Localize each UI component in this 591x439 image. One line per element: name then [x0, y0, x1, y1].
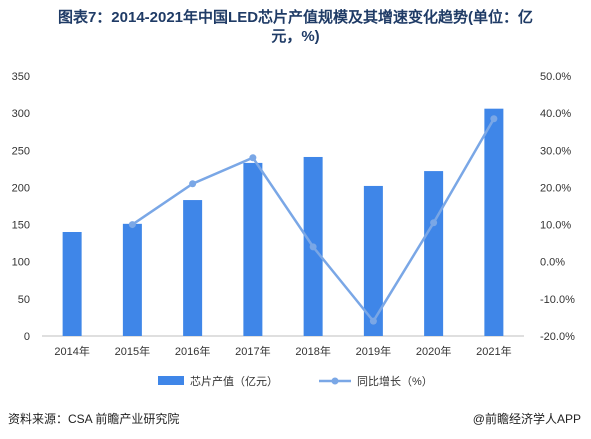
bar [484, 108, 504, 336]
growth-point [128, 221, 136, 229]
y-right-tick-label: 20.0% [540, 182, 571, 194]
legend-line-label: 同比增长（%） [357, 374, 433, 388]
bar [424, 171, 444, 336]
y-right-tick-label: -20.0% [540, 331, 575, 343]
legend-line-marker [331, 377, 339, 385]
bar [183, 200, 203, 336]
y-left-tick-label: 300 [12, 108, 30, 120]
y-left-tick-label: 150 [12, 220, 30, 232]
bar [122, 223, 142, 336]
y-right-tick-label: 30.0% [540, 145, 571, 157]
y-left-tick-label: 200 [12, 182, 30, 194]
y-right-tick-label: -10.0% [540, 294, 575, 306]
legend-bar-label: 芯片产值（亿元） [190, 374, 278, 388]
growth-point [309, 243, 317, 251]
x-tick-label: 2018年 [295, 344, 330, 358]
bar [243, 162, 263, 336]
chart-title: 图表7：2014-2021年中国LED芯片产值规模及其增速变化趋势(单位：亿 元… [0, 8, 591, 46]
growth-point [490, 115, 498, 123]
chart-title-line2: 元，%) [271, 28, 320, 45]
y-right-tick-label: 10.0% [540, 220, 571, 232]
growth-point [189, 180, 197, 188]
y-left-tick-label: 100 [12, 257, 30, 269]
legend-bar-swatch [158, 376, 184, 385]
source-note: 资料来源：CSA 前瞻产业研究院 [8, 412, 180, 426]
chart-title-line1: 图表7：2014-2021年中国LED芯片产值规模及其增速变化趋势(单位：亿 [57, 9, 534, 26]
y-left-tick-label: 0 [24, 331, 30, 343]
growth-point [430, 219, 438, 227]
y-right-tick-label: 50.0% [540, 71, 571, 83]
y-right-tick-label: 40.0% [540, 108, 571, 120]
y-left-tick-label: 250 [12, 145, 30, 157]
x-tick-label: 2021年 [476, 344, 511, 358]
x-tick-label: 2014年 [54, 344, 89, 358]
y-left-tick-label: 350 [12, 71, 30, 83]
x-tick-label: 2016年 [175, 344, 210, 358]
x-tick-label: 2019年 [356, 344, 391, 358]
growth-point [249, 154, 257, 162]
bar [62, 232, 82, 336]
growth-point [369, 317, 377, 325]
x-tick-label: 2020年 [416, 344, 451, 358]
brand-label: @前瞻经济学人APP [472, 412, 581, 426]
y-left-tick-label: 50 [18, 294, 30, 306]
x-tick-label: 2015年 [115, 344, 150, 358]
y-right-tick-label: 0.0% [540, 257, 565, 269]
bar [363, 185, 383, 336]
x-tick-label: 2017年 [235, 344, 270, 358]
